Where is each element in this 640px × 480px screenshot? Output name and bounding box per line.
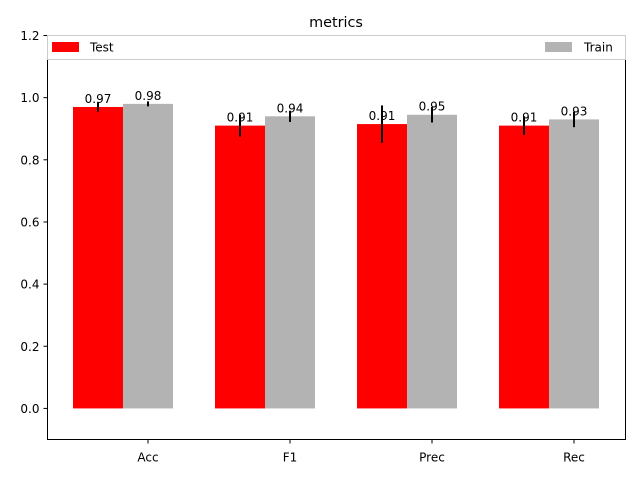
bar-test-f1: [215, 125, 265, 409]
value-label-test-prec: 0.91: [369, 109, 396, 123]
y-tick-label: 0.2: [20, 340, 39, 354]
y-axis: 0.0 0.2 0.4 0.6 0.8 1.0 1.2: [20, 29, 48, 416]
value-label-train-f1: 0.94: [277, 101, 304, 115]
legend-label-train: Train: [583, 41, 613, 55]
y-tick-label: 1.0: [20, 91, 39, 105]
value-label-test-rec: 0.91: [511, 111, 538, 125]
y-tick-label: 0.8: [20, 153, 39, 167]
bar-train-rec: [549, 119, 599, 409]
x-tick-label-prec: Prec: [419, 451, 445, 465]
value-label-test-f1: 0.91: [227, 111, 254, 125]
x-tick-label-rec: Rec: [563, 451, 585, 465]
x-tick-label-f1: F1: [283, 451, 298, 465]
bar-test-acc: [73, 106, 123, 409]
legend-box: [47, 35, 626, 60]
y-tick-label: 0.4: [20, 278, 39, 292]
bar-train-f1: [265, 116, 315, 409]
x-tick-label-acc: Acc: [137, 451, 158, 465]
bar-test-rec: [499, 125, 549, 409]
legend: Test Train: [47, 35, 626, 60]
chart-title: metrics: [309, 15, 363, 31]
value-label-train-acc: 0.98: [135, 89, 162, 103]
y-tick-label: 0.0: [20, 402, 39, 416]
legend-swatch-train: [545, 42, 572, 52]
legend-label-test: Test: [89, 41, 114, 55]
bar-train-prec: [407, 114, 457, 409]
value-label-train-prec: 0.95: [419, 100, 446, 114]
y-tick-label: 0.6: [20, 215, 39, 229]
bar-test-prec: [357, 124, 407, 409]
bar-train-acc: [123, 103, 173, 409]
value-labels-group: 0.97 0.91 0.91 0.91 0.98 0.94 0.95 0.93: [85, 89, 588, 125]
bars-group: [73, 103, 599, 409]
error-bars-group: [97, 101, 575, 143]
x-axis: Acc F1 Prec Rec: [137, 439, 585, 465]
legend-swatch-test: [52, 42, 79, 52]
value-label-test-acc: 0.97: [85, 92, 112, 106]
value-label-train-rec: 0.93: [561, 104, 588, 118]
y-tick-label: 1.2: [20, 29, 39, 43]
